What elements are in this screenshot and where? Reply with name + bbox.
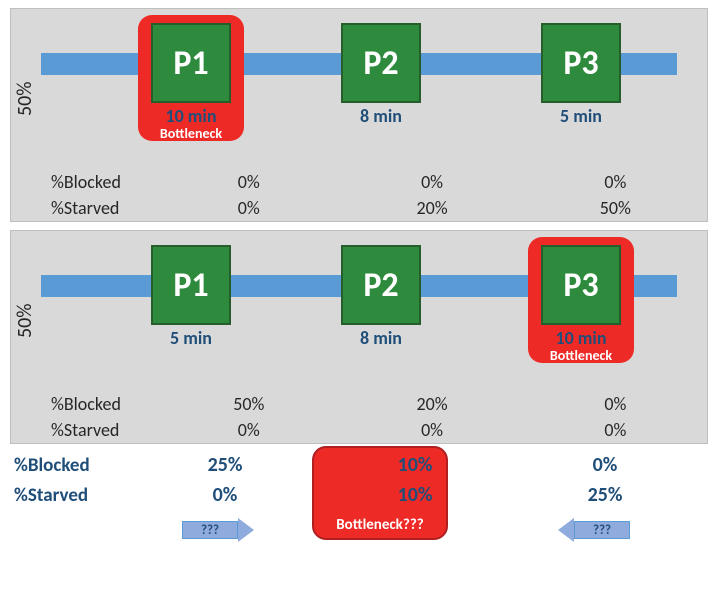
stats-table-combined: %Blocked 25% 10% 0% %Starved 0% 10% 25% — [14, 450, 708, 510]
stats-row-blocked: %Blocked 50% 20% 0% — [51, 391, 707, 417]
arrow-head-icon — [558, 518, 574, 542]
stats-label: %Starved — [51, 197, 157, 219]
stat-value: 0% — [157, 197, 340, 219]
process-time: 5 min — [521, 105, 641, 127]
scenario-panel-1: 50% P1 10 min Bottleneck P2 8 min P3 5 m… — [10, 8, 708, 222]
process-box: P2 — [341, 245, 421, 325]
scenario-panel-2: 50% P1 5 min P2 8 min P3 10 min Bottlene… — [10, 230, 708, 444]
stat-value: 0% — [157, 171, 340, 193]
flow-row: P1 10 min Bottleneck P2 8 min P3 5 min — [11, 13, 707, 133]
process-box: P1 — [151, 23, 231, 103]
process-time: 8 min — [321, 105, 441, 127]
arrow-head-icon — [238, 518, 254, 542]
process-box: P2 — [341, 23, 421, 103]
process-p3: P3 5 min — [521, 23, 641, 127]
stats-label: %Starved — [14, 484, 130, 507]
stat-value: 0% — [130, 483, 320, 507]
stats-row-starved: %Starved 0% 0% 0% — [51, 417, 707, 443]
process-label: P2 — [363, 43, 398, 84]
bottleneck-label: Bottleneck — [521, 347, 641, 364]
arrow-right-icon: ??? — [182, 518, 254, 542]
flow-row: P1 5 min P2 8 min P3 10 min Bottleneck — [11, 235, 707, 355]
process-label: P1 — [173, 265, 208, 306]
bottleneck-label: Bottleneck — [131, 125, 251, 142]
stat-value: 0% — [524, 393, 707, 415]
stats-label: %Blocked — [14, 454, 130, 477]
stat-value: 10% — [320, 453, 510, 477]
process-label: P3 — [563, 265, 598, 306]
process-time: 10 min — [521, 327, 641, 349]
stat-value: 20% — [340, 393, 523, 415]
stats-table: %Blocked 50% 20% 0% %Starved 0% 0% 0% — [51, 391, 707, 443]
stats-label: %Starved — [51, 419, 157, 441]
arrow-text: ??? — [182, 521, 238, 539]
process-time: 5 min — [131, 327, 251, 349]
stat-value: 0% — [510, 453, 700, 477]
stats-label: %Blocked — [51, 393, 157, 415]
stat-value: 50% — [157, 393, 340, 415]
stat-value: 20% — [340, 197, 523, 219]
process-time: 10 min — [131, 105, 251, 127]
stats-label: %Blocked — [51, 171, 157, 193]
stat-value: 25% — [510, 483, 700, 507]
process-p1: P1 10 min Bottleneck — [131, 23, 251, 142]
stats-row-blocked: %Blocked 0% 0% 0% — [51, 169, 707, 195]
stats-table: %Blocked 0% 0% 0% %Starved 0% 20% 50% — [51, 169, 707, 221]
combined-panel: %Blocked 25% 10% 0% %Starved 0% 10% 25% … — [10, 450, 708, 574]
stats-row-starved: %Starved 0% 20% 50% — [51, 195, 707, 221]
process-p2: P2 8 min — [321, 23, 441, 127]
stats-row-starved: %Starved 0% 10% 25% — [14, 480, 708, 510]
stat-value: 25% — [130, 453, 320, 477]
bottleneck-question-label: Bottleneck??? — [312, 516, 448, 534]
process-p1: P1 5 min — [131, 245, 251, 349]
process-box: P3 — [541, 23, 621, 103]
process-label: P1 — [173, 43, 208, 84]
process-p2: P2 8 min — [321, 245, 441, 349]
stat-value: 50% — [524, 197, 707, 219]
process-time: 8 min — [321, 327, 441, 349]
stat-value: 0% — [524, 419, 707, 441]
stat-value: 10% — [320, 483, 510, 507]
stat-value: 0% — [340, 419, 523, 441]
stat-value: 0% — [340, 171, 523, 193]
process-box: P1 — [151, 245, 231, 325]
stat-value: 0% — [524, 171, 707, 193]
process-label: P2 — [363, 265, 398, 306]
stats-row-blocked: %Blocked 25% 10% 0% — [14, 450, 708, 480]
process-label: P3 — [563, 43, 598, 84]
stat-value: 0% — [157, 419, 340, 441]
process-box: P3 — [541, 245, 621, 325]
arrow-left-icon: ??? — [558, 518, 630, 542]
process-p3: P3 10 min Bottleneck — [521, 245, 641, 364]
arrow-text: ??? — [574, 521, 630, 539]
